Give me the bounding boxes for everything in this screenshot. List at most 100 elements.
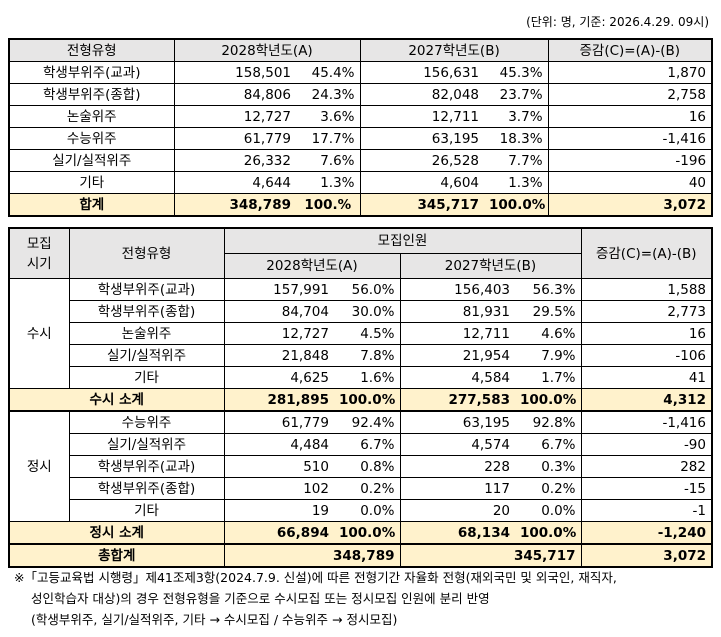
table2-header-row-2: 2028학년도(A) 2027학년도(B) [9,253,712,279]
total-2028: 348,789 [174,193,296,216]
percent-2027: 6.7% [515,433,582,456]
type-cell: 수능위주 [69,410,225,434]
value-2028: 102 [224,477,334,500]
subtotal-label: 수시 소계 [9,388,225,411]
type-cell: 학생부위주(종합) [69,477,225,500]
value-2027: 63,195 [400,410,515,434]
table2-row: 실기/실적위주 4,484 6.7% 4,574 6.7% -90 [9,433,712,456]
diff-value: -15 [581,477,712,500]
grand-total-diff: 3,072 [581,543,712,567]
table2-subtotal-row: 수시 소계 281,895 100.0% 277,583 100.0% 4,312 [9,388,712,411]
percent-2027: 7.9% [515,344,582,367]
type-cell: 학생부위주(교과) [9,61,175,84]
table1-header-type: 전형유형 [9,39,175,62]
value-2028: 4,484 [224,433,334,456]
unit-note: (단위: 명, 기준: 2026.4.29. 09시) [526,15,709,29]
percent-2027: 3.7% [484,105,549,128]
value-2028: 84,806 [174,83,296,106]
value-2027: 12,711 [400,322,515,345]
admission-by-period-table: 모집 시기 전형유형 모집인원 증감(C)=(A)-(B) 2028학년도(A)… [8,227,713,568]
table1-row: 실기/실적위주 26,332 7.6% 26,528 7.7% -196 [9,149,713,172]
table1-row: 수능위주 61,779 17.7% 63,195 18.3% -1,416 [9,127,713,150]
diff-value: 1,870 [667,64,707,81]
admission-by-type-table: 전형유형 2028학년도(A) 2027학년도(B) 증감(C)=(A)-(B)… [8,38,714,217]
table2-header-row-1: 모집 시기 전형유형 모집인원 증감(C)=(A)-(B) [9,228,712,279]
table2-header-2027: 2027학년도(B) [400,253,582,279]
table2-row: 정시 수능위주 61,779 92.4% 63,195 92.8% -1,416 [9,410,712,522]
subtotal-diff: -1,240 [581,521,712,544]
value-2027: 12,711 [360,105,485,128]
subtotal-diff: 4,312 [581,388,712,411]
diff-value: 1,588 [667,281,706,298]
value-2028: 158,501 [235,64,291,81]
percent-2028: 7.6% [296,149,361,172]
value-2027: 26,528 [360,149,485,172]
type-cell: 학생부위주(교과) [69,278,225,301]
percent-2028: 1.3% [296,171,361,194]
percent-2027: 1.7% [515,366,582,389]
period-cell: 수시 [9,278,70,389]
diff-value: 16 [548,105,713,128]
percent-2028: 0.0% [334,499,401,522]
table2-header-recruit: 모집인원 [224,228,582,254]
table2-row: 학생부위주(종합) 102 0.2% 117 0.2% -15 [9,477,712,500]
diff-value: -196 [548,149,713,172]
value-2027: 228 [400,455,515,478]
total-percent-2027: 100.0% [484,193,549,216]
table2-header-period: 모집 시기 [9,228,70,279]
diff-value: 2,773 [581,300,712,323]
value-2027: 156,403 [454,281,510,298]
subtotal-percent-2027: 100.0% [515,521,582,544]
percent-2027: 0.3% [515,455,582,478]
subtotal-percent-2027: 100.0% [515,388,582,411]
percent-2027: 92.8% [515,410,582,434]
type-cell: 기타 [69,499,225,522]
grand-total-2027: 345,717 [400,543,582,567]
diff-value: -1,416 [581,410,712,434]
subtotal-2028: 281,895 [224,388,334,411]
percent-2027: 4.6% [515,322,582,345]
percent-2027: 18.3% [484,127,549,150]
total-percent-2028: 100.% [296,193,361,216]
value-2028: 61,779 [224,410,334,434]
percent-2027: 0.2% [515,477,582,500]
subtotal-percent-2028: 100.0% [334,521,401,544]
type-cell: 학생부위주(교과) [69,455,225,478]
value-2027: 20 [400,499,515,522]
percent-2027: 7.7% [484,149,549,172]
table1-row: 논술위주 12,727 3.6% 12,711 3.7% 16 [9,105,713,128]
table2-row: 학생부위주(종합) 84,704 30.0% 81,931 29.5% 2,773 [9,300,712,323]
value-2027: 81,931 [400,300,515,323]
value-2028: 157,991 [273,281,329,298]
grand-total-2028: 348,789 [224,543,401,567]
value-2028: 61,779 [174,127,296,150]
total-label: 합계 [9,193,175,216]
table1-row: 학생부위주(교과) 158,501 45.4% 156,631 45.3% 1,870 [9,61,712,84]
table2-header-diff: 증감(C)=(A)-(B) [581,228,712,279]
footnote: ※「고등교육법 시행령」제41조제3항(2024.7.9. 신설)에 따른 전형… [14,567,617,630]
percent-2028: 7.8% [334,344,401,367]
percent-2027: 29.5% [515,300,582,323]
diff-value: -90 [581,433,712,456]
value-2027: 4,574 [400,433,515,456]
value-2028: 4,644 [174,171,296,194]
value-2027: 117 [400,477,515,500]
percent-2028: 4.5% [334,322,401,345]
diff-value: -1,416 [548,127,713,150]
diff-value: 16 [581,322,712,345]
value-2028: 4,625 [224,366,334,389]
percent-2028: 30.0% [334,300,401,323]
percent-2027: 1.3% [484,171,549,194]
table2-row: 학생부위주(교과) 510 0.8% 228 0.3% 282 [9,455,712,478]
subtotal-label: 정시 소계 [9,521,225,544]
diff-value: 282 [581,455,712,478]
period-cell: 정시 [9,410,70,522]
type-cell: 논술위주 [69,322,225,345]
value-2028: 12,727 [174,105,296,128]
type-cell: 기타 [69,366,225,389]
table1-row: 기타 4,644 1.3% 4,604 1.3% 40 [9,171,713,194]
table2-row: 수시 학생부위주(교과) 157,991 56.0% 156,403 56.3% 1,588 [9,278,712,389]
grand-total-label: 총합계 [9,543,225,567]
type-cell: 논술위주 [9,105,175,128]
